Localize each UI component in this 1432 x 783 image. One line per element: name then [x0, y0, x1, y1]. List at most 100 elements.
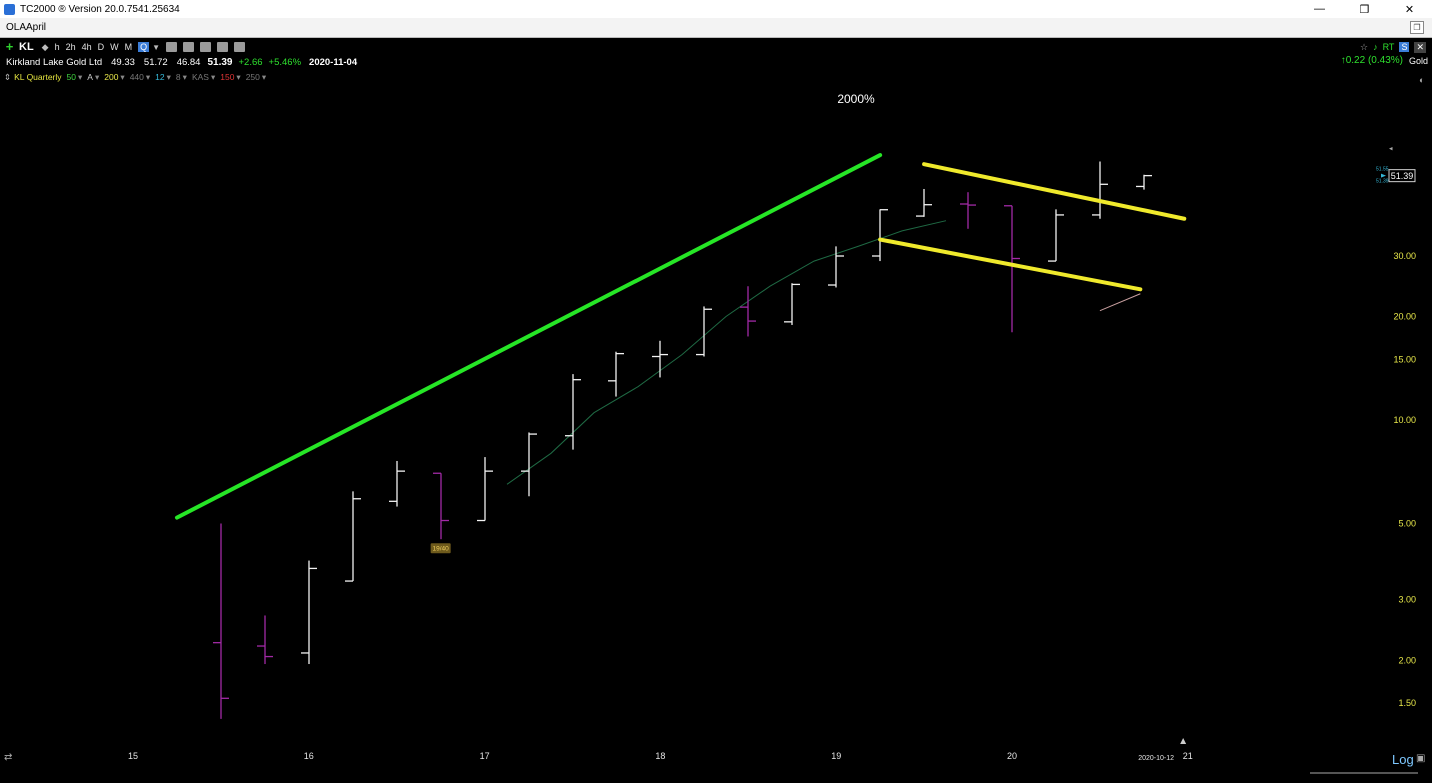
- y-tick-label: 20.00: [1393, 312, 1416, 322]
- last-price-label: 51.39: [1391, 171, 1414, 181]
- bell-icon[interactable]: ♪: [1373, 42, 1378, 52]
- chart-settings-icon[interactable]: ⇄: [4, 752, 13, 763]
- chevron-down-icon[interactable]: ▾: [182, 71, 187, 82]
- star-icon[interactable]: ☆: [1360, 41, 1369, 52]
- y-tick-label: 15.00: [1393, 354, 1416, 364]
- date-marker-label: 2020-10-12: [1138, 755, 1174, 762]
- price-pointer-icon: [1381, 173, 1386, 178]
- y-tick-label: 5.00: [1398, 518, 1416, 528]
- indicator-0[interactable]: 50: [66, 72, 76, 82]
- date-marker-icon: [1180, 738, 1187, 744]
- x-tick-label: 17: [480, 751, 490, 761]
- trendline-0: [174, 153, 883, 520]
- indicator-2[interactable]: 200: [104, 72, 119, 82]
- scan-icon[interactable]: S: [1399, 42, 1410, 52]
- y-tick-label: 3.00: [1398, 595, 1416, 605]
- indicator-bar: ⇕ KL Quarterly 50 ▾ A ▾ 200 ▾ 440 ▾ 12 ▾ 8 ▾ KAS ▾ 150…: [0, 70, 266, 84]
- indicator-8[interactable]: 250: [245, 72, 260, 82]
- close-icon[interactable]: ✕: [1414, 41, 1426, 53]
- y-tick-label: 2.00: [1398, 655, 1416, 665]
- x-tick-label: 16: [304, 751, 314, 761]
- price-tag-small: 51.55: [1376, 167, 1389, 173]
- x-tick-label: 19: [831, 751, 841, 761]
- grid-icon[interactable]: [183, 42, 195, 52]
- indicator-6[interactable]: KAS: [191, 72, 209, 82]
- right-quote: ↑0.22 (0.43%) Gold: [1341, 55, 1428, 66]
- indicator-1[interactable]: A: [87, 72, 93, 82]
- price-chart[interactable]: 2000% 30.00 20.00 15.00 10.00 5.00 3.00 2.00 1.…: [0, 38, 1432, 783]
- chart-annotation: 2000%: [837, 92, 875, 106]
- chevron-down-icon[interactable]: ▼: [152, 42, 161, 52]
- chevron-down-icon[interactable]: ▾: [78, 71, 83, 82]
- quote-bar: Kirkland Lake Gold Ltd 49.33 51.72 46.84…: [0, 55, 357, 69]
- quote-change: +2.66: [238, 56, 263, 68]
- indicator-7[interactable]: 150: [220, 72, 235, 82]
- company-name: Kirkland Lake Gold Ltd: [6, 56, 103, 68]
- bar-label: 19/40: [433, 546, 450, 553]
- industry-group[interactable]: Gold: [1408, 55, 1428, 66]
- tab-timeframe-4h[interactable]: 4h: [81, 42, 92, 52]
- palette-icon[interactable]: ◐: [1419, 75, 1425, 85]
- indicator-3[interactable]: 440: [129, 72, 144, 82]
- tab-olaapril[interactable]: OLAApril: [6, 22, 47, 33]
- chart-type-icon[interactable]: [166, 42, 178, 52]
- realtime-icon[interactable]: RT: [1382, 42, 1395, 52]
- bar-label-tag: [430, 543, 451, 554]
- horizontal-scrollbar[interactable]: [1310, 772, 1418, 774]
- quote-change-pct: +5.46%: [268, 56, 302, 68]
- expand-icon: ◂: [1389, 146, 1393, 153]
- chevron-down-icon[interactable]: ▾: [261, 71, 267, 82]
- tab-timeframe-m[interactable]: M: [124, 42, 133, 52]
- tab-timeframe-2h[interactable]: 2h: [65, 42, 76, 52]
- minimize-button[interactable]: —: [1314, 3, 1325, 15]
- restore-button[interactable]: ❐: [1359, 3, 1370, 16]
- moving-average-line: [506, 220, 947, 485]
- pencil-icon[interactable]: [200, 42, 212, 52]
- x-tick-label: 15: [128, 751, 138, 761]
- chevron-down-icon[interactable]: ▾: [210, 71, 216, 82]
- chevron-down-icon[interactable]: ▾: [145, 71, 151, 82]
- draw-tool-icon[interactable]: [217, 42, 229, 52]
- sort-icon[interactable]: ⇕: [4, 71, 12, 82]
- log-scale-toggle[interactable]: Log: [1392, 752, 1414, 767]
- chart-toolbar: + KL ◆ h 2h 4h D W M Q ▼: [0, 38, 246, 54]
- title-bar: TC2000 ® Version 20.0.7541.25634 — ❐ ✕: [0, 0, 1432, 18]
- close-button[interactable]: ✕: [1404, 3, 1415, 16]
- y-tick-label: 1.50: [1398, 698, 1416, 708]
- chart-name[interactable]: KL Quarterly: [14, 72, 62, 82]
- chevron-down-icon[interactable]: ▾: [94, 71, 100, 82]
- layout-icon[interactable]: ▣: [1416, 753, 1426, 764]
- trendline-2: [878, 237, 1143, 292]
- quote-open: 49.33: [111, 56, 135, 68]
- indicator-4[interactable]: 12: [155, 72, 165, 82]
- share-icon[interactable]: [234, 42, 246, 52]
- window-title: TC2000 ® Version 20.0.7541.25634: [20, 3, 180, 15]
- quote-high: 51.72: [143, 56, 168, 68]
- chevron-down-icon[interactable]: ▾: [236, 71, 241, 82]
- symbol-label[interactable]: KL: [19, 41, 34, 53]
- chevron-down-icon[interactable]: ▾: [166, 71, 171, 82]
- document-tab-bar: OLAApril ❐: [0, 18, 1432, 38]
- chevron-down-icon[interactable]: ▾: [120, 71, 125, 82]
- tab-timeframe-w[interactable]: W: [110, 42, 119, 52]
- chart-panel: + KL ◆ h 2h 4h D W M Q ▼ Kirkland Lake G…: [0, 38, 1432, 783]
- quote-low: 46.84: [176, 56, 201, 68]
- indicator-5[interactable]: 8: [175, 72, 181, 82]
- add-icon[interactable]: +: [5, 38, 14, 54]
- x-tick-label: 18: [655, 751, 665, 761]
- tab-timeframe-q[interactable]: Q: [138, 42, 150, 52]
- y-tick-label: 30.00: [1393, 251, 1416, 261]
- quote-date: 2020-11-04: [309, 56, 358, 68]
- x-tick-label: 21: [1183, 751, 1193, 761]
- tab-timeframe-h[interactable]: h: [54, 42, 60, 52]
- last-price-tag: [1388, 169, 1416, 183]
- quote-last: 51.39: [207, 56, 233, 68]
- bull-icon[interactable]: ◆: [41, 41, 49, 52]
- layout-restore-icon[interactable]: ❐: [1410, 21, 1424, 34]
- daily-change: ↑0.22 (0.43%): [1340, 55, 1403, 66]
- window-controls: — ❐ ✕: [1297, 0, 1432, 18]
- x-tick-label: 20: [1007, 751, 1017, 761]
- right-toolbar: ☆ ♪ RT S ✕: [1355, 40, 1426, 54]
- app-icon: [4, 3, 15, 15]
- tab-timeframe-d[interactable]: D: [97, 42, 105, 52]
